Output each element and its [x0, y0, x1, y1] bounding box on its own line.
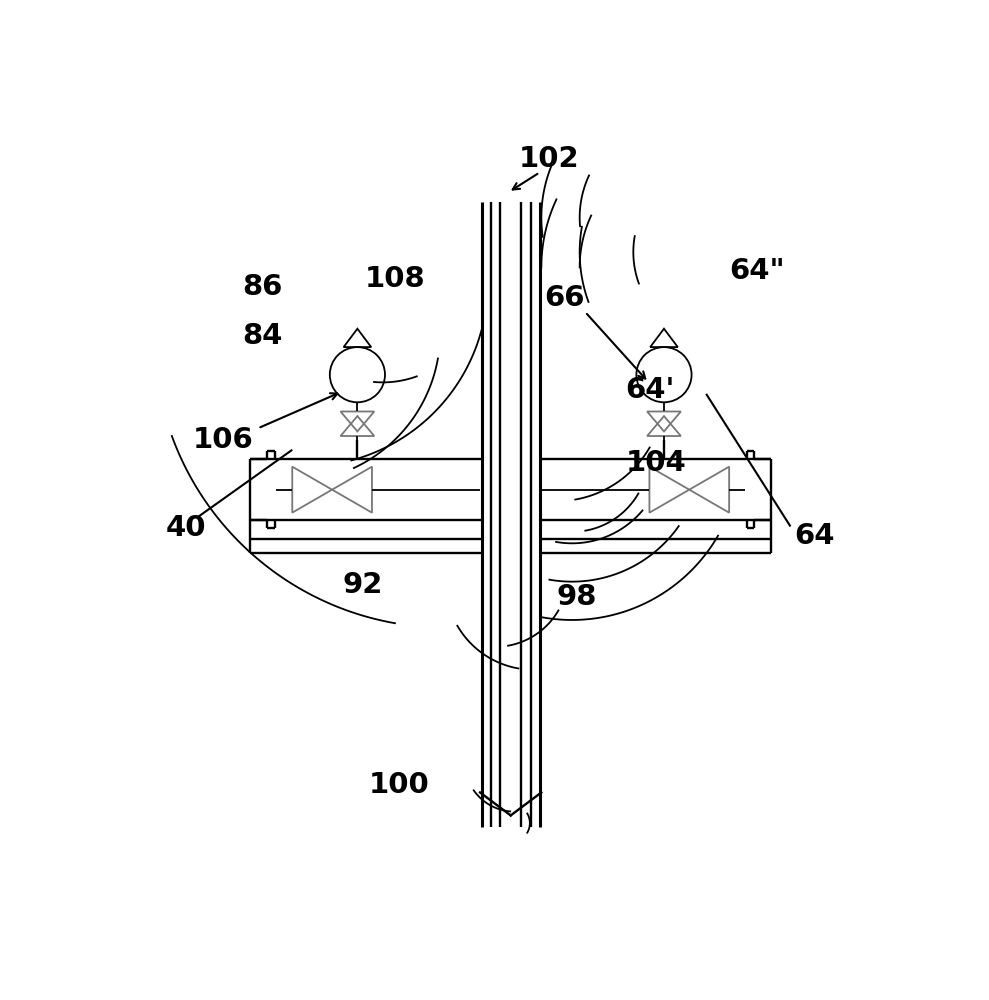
Text: 106: 106 [193, 426, 253, 454]
Text: 66: 66 [544, 284, 584, 312]
Text: 64: 64 [794, 522, 835, 550]
Text: 64": 64" [729, 257, 784, 285]
Text: 40: 40 [166, 514, 207, 542]
Text: 108: 108 [365, 265, 425, 293]
Text: 104: 104 [626, 449, 686, 477]
Text: 98: 98 [557, 583, 597, 611]
Text: 64': 64' [626, 376, 675, 404]
Text: 100: 100 [369, 771, 430, 799]
Text: 84: 84 [242, 322, 283, 350]
Text: 102: 102 [518, 145, 580, 173]
Text: 92: 92 [342, 571, 383, 599]
Text: 86: 86 [242, 273, 283, 301]
